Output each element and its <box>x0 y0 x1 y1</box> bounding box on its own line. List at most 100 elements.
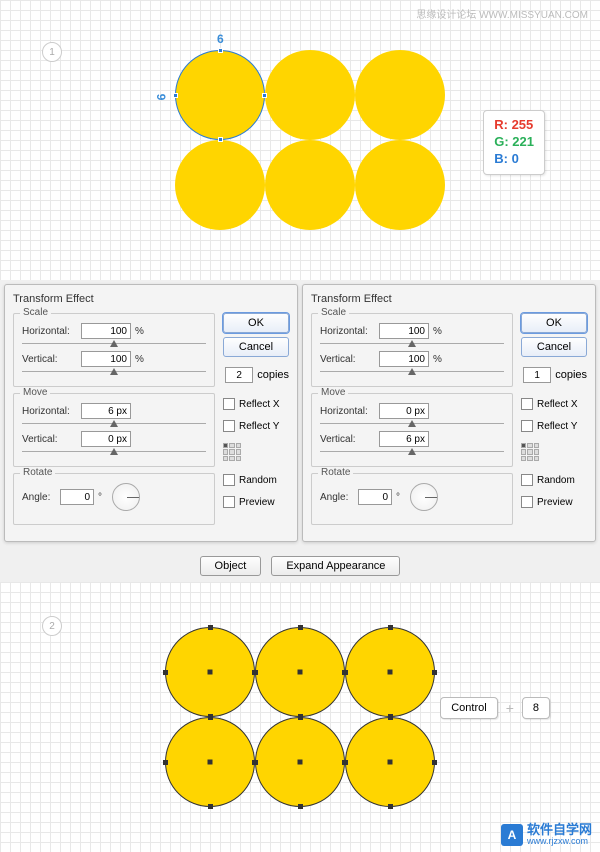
random-label: Random <box>239 475 277 486</box>
copies-input[interactable] <box>225 367 253 383</box>
anchor-point[interactable] <box>262 93 267 98</box>
angle-label: Angle: <box>22 492 56 503</box>
width-label: 6 <box>217 32 224 46</box>
reference-point-grid[interactable] <box>223 443 241 461</box>
scale-h-slider[interactable] <box>22 340 206 348</box>
mid-buttons-row: Object Expand Appearance <box>0 546 600 582</box>
circle-selected[interactable] <box>165 717 255 807</box>
scale-vertical-input[interactable] <box>379 351 429 367</box>
anchor-point[interactable] <box>218 48 223 53</box>
circle-selected[interactable] <box>255 627 345 717</box>
scale-horizontal-input[interactable] <box>81 323 131 339</box>
horizontal-label: Horizontal: <box>22 406 77 417</box>
rotate-fieldset: Rotate Angle: ° <box>13 473 215 525</box>
transform-effect-dialog-left: Transform Effect Scale Horizontal: % Ver… <box>4 284 298 542</box>
angle-input[interactable] <box>358 489 392 505</box>
cancel-button[interactable]: Cancel <box>521 337 587 357</box>
expand-appearance-button[interactable]: Expand Appearance <box>271 556 400 576</box>
plus-icon: + <box>506 700 514 716</box>
reflect-y-checkbox[interactable] <box>521 420 533 432</box>
reflect-x-label: Reflect X <box>239 399 280 410</box>
anchor-point[interactable] <box>388 804 393 809</box>
anchor-point[interactable] <box>298 804 303 809</box>
anchor-point[interactable] <box>432 760 437 765</box>
angle-input[interactable] <box>60 489 94 505</box>
anchor-point[interactable] <box>253 760 258 765</box>
center-point <box>208 760 213 765</box>
height-label: 6 <box>154 94 168 101</box>
anchor-point[interactable] <box>208 625 213 630</box>
keyboard-shortcut: Control + 8 <box>440 697 550 719</box>
copies-input[interactable] <box>523 367 551 383</box>
circle <box>175 140 265 230</box>
scale-fieldset: Scale Horizontal: % Vertical: % <box>13 313 215 387</box>
move-h-slider[interactable] <box>320 420 504 428</box>
scale-vertical-input[interactable] <box>81 351 131 367</box>
preview-label: Preview <box>537 497 573 508</box>
move-horizontal-input[interactable] <box>379 403 429 419</box>
b-value: 0 <box>512 151 519 166</box>
anchor-point[interactable] <box>298 715 303 720</box>
move-fieldset: Move Horizontal: Vertical: <box>311 393 513 467</box>
b-label: B: <box>494 151 508 166</box>
ok-button[interactable]: OK <box>223 313 289 333</box>
reflect-x-checkbox[interactable] <box>521 398 533 410</box>
angle-dial[interactable] <box>112 483 140 511</box>
watermark-top: 思缘设计论坛 WWW.MISSYUAN.COM <box>416 6 588 21</box>
degree-unit: ° <box>98 492 102 503</box>
move-v-slider[interactable] <box>22 448 206 456</box>
anchor-point[interactable] <box>388 715 393 720</box>
circle <box>265 140 355 230</box>
canvas-step-2: 2 Control + 8 A 软件自学网 www.rjzxw.com <box>0 582 600 852</box>
scale-h-slider[interactable] <box>320 340 504 348</box>
move-v-slider[interactable] <box>320 448 504 456</box>
circle-selected[interactable] <box>165 627 255 717</box>
preview-checkbox[interactable] <box>521 496 533 508</box>
ok-button[interactable]: OK <box>521 313 587 333</box>
random-checkbox[interactable] <box>223 474 235 486</box>
move-vertical-input[interactable] <box>379 431 429 447</box>
circle-selected[interactable] <box>255 717 345 807</box>
preview-checkbox[interactable] <box>223 496 235 508</box>
anchor-point[interactable] <box>343 760 348 765</box>
vertical-label: Vertical: <box>320 354 375 365</box>
horizontal-label: Horizontal: <box>320 326 375 337</box>
canvas-step-1: 思缘设计论坛 WWW.MISSYUAN.COM 1 6 6 R: 255 G: … <box>0 0 600 280</box>
reflect-y-label: Reflect Y <box>239 421 279 432</box>
move-horizontal-input[interactable] <box>81 403 131 419</box>
percent-unit: % <box>135 354 144 365</box>
anchor-point[interactable] <box>218 137 223 142</box>
circle-selected[interactable] <box>175 50 265 140</box>
scale-v-slider[interactable] <box>320 368 504 376</box>
reflect-y-checkbox[interactable] <box>223 420 235 432</box>
angle-label: Angle: <box>320 492 354 503</box>
dialogs-row: Transform Effect Scale Horizontal: % Ver… <box>0 280 600 546</box>
scale-title: Scale <box>318 307 349 318</box>
anchor-point[interactable] <box>343 670 348 675</box>
scale-v-slider[interactable] <box>22 368 206 376</box>
anchor-point[interactable] <box>253 670 258 675</box>
rgb-color-box: R: 255 G: 221 B: 0 <box>483 110 545 175</box>
anchor-point[interactable] <box>388 625 393 630</box>
anchor-point[interactable] <box>208 715 213 720</box>
anchor-point[interactable] <box>173 93 178 98</box>
reflect-x-checkbox[interactable] <box>223 398 235 410</box>
cancel-button[interactable]: Cancel <box>223 337 289 357</box>
object-button[interactable]: Object <box>200 556 262 576</box>
anchor-point[interactable] <box>208 804 213 809</box>
anchor-point[interactable] <box>298 625 303 630</box>
scale-horizontal-input[interactable] <box>379 323 429 339</box>
move-vertical-input[interactable] <box>81 431 131 447</box>
circle-selected[interactable] <box>345 627 435 717</box>
angle-dial[interactable] <box>410 483 438 511</box>
reflect-x-label: Reflect X <box>537 399 578 410</box>
random-checkbox[interactable] <box>521 474 533 486</box>
r-label: R: <box>494 117 508 132</box>
anchor-point[interactable] <box>163 670 168 675</box>
anchor-point[interactable] <box>163 760 168 765</box>
step-badge-1: 1 <box>42 42 62 62</box>
circle-selected[interactable] <box>345 717 435 807</box>
anchor-point[interactable] <box>432 670 437 675</box>
reference-point-grid[interactable] <box>521 443 539 461</box>
move-h-slider[interactable] <box>22 420 206 428</box>
